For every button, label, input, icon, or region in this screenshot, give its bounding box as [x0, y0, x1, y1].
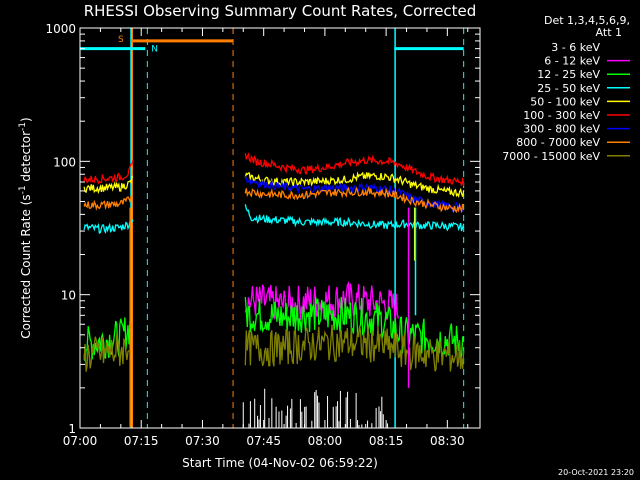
legend-label: 7000 - 15000 keV: [502, 150, 600, 163]
series-line: [244, 185, 465, 214]
series-line: [83, 195, 133, 211]
y-tick-label: 10: [61, 289, 76, 303]
series-25-50-kev: [83, 204, 465, 235]
legend-label: 300 - 800 keV: [523, 123, 600, 136]
legend-label: 12 - 25 keV: [537, 68, 600, 81]
series-line: [244, 152, 465, 186]
timestamp: 20-Oct-2021 23:20: [558, 468, 634, 477]
series-line: [83, 160, 134, 185]
x-tick-label: 07:00: [63, 434, 98, 448]
night-label: N: [151, 45, 158, 55]
series-800-7000-kev: [83, 185, 465, 214]
legend-label: 25 - 50 keV: [537, 82, 600, 95]
legend-label: 50 - 100 keV: [530, 95, 600, 108]
y-tick-label: 1000: [45, 22, 76, 36]
series-line: [83, 219, 134, 235]
legend-label: 800 - 7000 keV: [516, 136, 600, 149]
y-axis-label-mid: detector: [19, 131, 33, 186]
series-line: [244, 324, 465, 372]
plot-area: SN: [80, 28, 465, 428]
x-tick-label: 07:30: [185, 434, 220, 448]
axes: 07:00 07:15 07:30 07:45 08:00 08:15 08:30 1 10 10…: [45, 22, 480, 448]
series-line: [244, 204, 465, 232]
legend-header-line-1: Det 1,3,4,5,6,9,: [544, 14, 630, 27]
legend-header-line-2: Att 1: [596, 26, 622, 39]
chart-title: RHESSI Observing Summary Count Rates, Co…: [84, 2, 477, 20]
series-line: [83, 176, 134, 195]
x-tick-label: 08:00: [308, 434, 343, 448]
y-axis-label-main: Corrected Count Rate (s: [19, 194, 33, 338]
legend-label: 100 - 300 keV: [523, 109, 600, 122]
series-line: [83, 334, 130, 372]
x-tick-label: 08:15: [369, 434, 404, 448]
x-tick-label: 07:15: [124, 434, 159, 448]
x-axis-label: Start Time (04-Nov-02 06:59:22): [182, 456, 378, 470]
y-axis-label-sup2: -1: [18, 122, 28, 131]
legend-label: 6 - 12 keV: [544, 55, 600, 68]
y-tick-label: 100: [53, 155, 76, 169]
legend-label: 3 - 6 keV: [551, 41, 600, 54]
y-axis-label-sup1: -1: [18, 185, 28, 194]
series-7000-15000-kev: [83, 324, 465, 372]
plot-frame: [79, 27, 481, 429]
series-3-6-kev: [242, 388, 389, 428]
saa-label: S: [118, 35, 124, 45]
y-tick-label: 1: [68, 422, 76, 436]
x-tick-label: 07:45: [246, 434, 281, 448]
series-line: [244, 296, 464, 361]
series-100-300-kev: [83, 152, 465, 186]
y-axis-label: Corrected Count Rate (s-1 detector-1): [18, 117, 33, 338]
y-axis-label-end: ): [19, 117, 33, 122]
x-tick-label: 08:30: [430, 434, 465, 448]
